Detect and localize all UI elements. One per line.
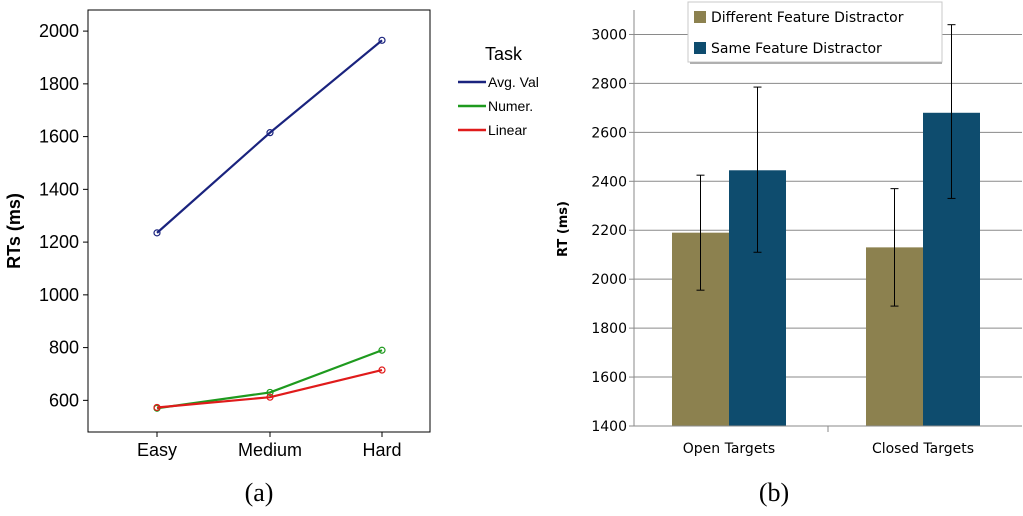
chart-b-y-axis: 1400 1600 1800 2000 2200 2400 2600 2800 3000 (591, 10, 635, 435)
legend-label: Linear (488, 122, 527, 138)
y-tick-label: 1400 (39, 179, 79, 199)
legend-swatch (694, 42, 706, 54)
y-tick-label: 1400 (591, 419, 627, 435)
y-tick-label: 2600 (591, 125, 627, 141)
chart-b-x-axis: Open Targets Closed Targets (634, 425, 1022, 457)
series-line (156, 39, 383, 234)
y-tick-label: 1800 (39, 74, 79, 94)
chart-b-error-bars (696, 24, 956, 307)
data-point (153, 403, 161, 412)
y-tick-label: 1200 (39, 232, 79, 252)
chart-a-series (153, 36, 386, 412)
chart-b-y-label: RT (ms) (556, 201, 571, 257)
data-point (266, 388, 274, 397)
chart-a-legend: Task Avg. Val Numer. Linear (458, 44, 539, 138)
data-point (266, 393, 274, 401)
x-tick-label: Hard (362, 440, 401, 460)
x-tick-label: Easy (137, 440, 177, 460)
y-tick-label: 2200 (591, 223, 627, 239)
chart-a: 600 800 1000 1200 1400 1600 1800 2000 Easy Mediu… (4, 9, 539, 507)
x-tick-label: Closed Targets (872, 441, 974, 457)
legend-label: Same Feature Distractor (711, 41, 882, 57)
y-tick-label: 2800 (591, 76, 627, 92)
chart-a-caption: (a) (245, 478, 274, 507)
y-tick-label: 600 (49, 390, 79, 410)
y-tick-label: 1600 (591, 370, 627, 386)
chart-b-legend: Different Feature Distractor Same Feature… (687, 1, 943, 64)
chart-b-caption: (b) (759, 478, 789, 507)
chart-b-bars (672, 112, 980, 426)
legend-label: Numer. (488, 98, 533, 114)
data-point (153, 229, 161, 237)
data-point (378, 346, 386, 354)
legend-label: Avg. Val (488, 74, 539, 90)
y-tick-label: 2000 (39, 21, 79, 41)
chart-b: 1400 1600 1800 2000 2200 2400 2600 2800 3000 Ope… (556, 1, 1022, 507)
x-tick-label: Open Targets (683, 441, 775, 457)
legend-box (687, 1, 943, 63)
y-tick-label: 1000 (39, 285, 79, 305)
chart-a-x-axis: Easy Medium Hard (137, 432, 402, 460)
y-tick-label: 2000 (591, 272, 627, 288)
chart-a-y-axis: 600 800 1000 1200 1400 1600 1800 2000 (39, 21, 88, 410)
x-tick-label: Medium (238, 440, 302, 460)
chart-a-plot-frame (87, 9, 431, 433)
data-point (378, 366, 386, 374)
series-line (156, 368, 383, 409)
y-tick-label: 3000 (591, 27, 627, 43)
y-tick-label: 800 (49, 338, 79, 358)
y-tick-label: 2400 (591, 174, 627, 190)
y-tick-label: 1800 (591, 321, 627, 337)
data-point (378, 36, 386, 44)
chart-a-legend-title: Task (485, 44, 523, 64)
y-tick-label: 1600 (39, 127, 79, 147)
legend-label: Different Feature Distractor (711, 10, 904, 26)
chart-a-y-label: RTs (ms) (4, 193, 24, 269)
legend-swatch (694, 11, 706, 23)
data-point (266, 129, 274, 137)
